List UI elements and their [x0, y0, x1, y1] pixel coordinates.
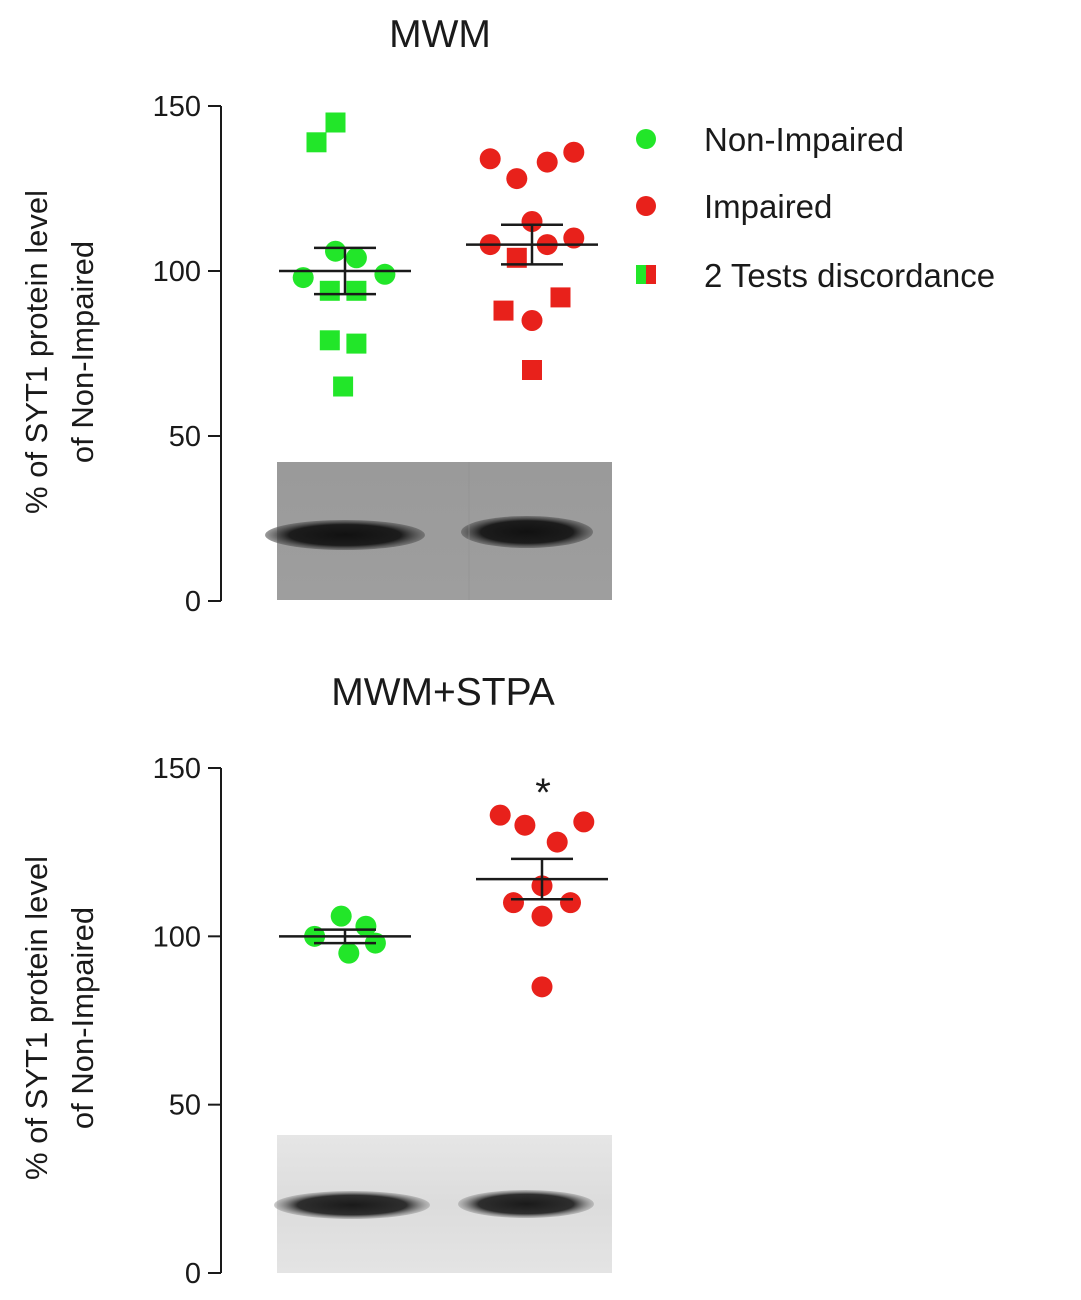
data-point-circle — [325, 240, 346, 262]
data-point-circle — [292, 267, 314, 289]
data-point-square — [325, 112, 346, 133]
data-point-circle — [521, 211, 543, 232]
data-point-circle — [531, 905, 553, 927]
panel-mwm: MWM % of SYT1 protein level of Non-Impai… — [19, 13, 612, 618]
data-point-circle — [546, 831, 568, 853]
y-axis-label: % of SYT1 protein level of Non-Impaired — [19, 856, 100, 1180]
data-point-circle — [503, 892, 524, 914]
legend-marker — [636, 196, 656, 216]
data-point-circle — [338, 942, 360, 964]
data-point-circle — [374, 263, 396, 285]
data-point-square — [346, 280, 367, 301]
y-tick-label: 150 — [153, 91, 201, 123]
data-point-square — [319, 280, 340, 301]
data-point-circle — [355, 915, 377, 937]
data-point-square — [522, 360, 542, 380]
legend-item-impaired: Impaired — [636, 188, 832, 225]
data-points — [304, 804, 595, 998]
data-point-square — [493, 300, 514, 321]
y-tick-label: 100 — [153, 921, 201, 953]
western-blot-image — [265, 462, 612, 600]
data-point-circle — [560, 892, 581, 914]
data-point-square — [319, 330, 340, 351]
data-point-circle — [563, 141, 585, 163]
panel-mwm-stpa: MWM+STPA % of SYT1 protein level of Non-… — [19, 671, 612, 1290]
data-point-circle — [489, 804, 511, 826]
significance-marker: * — [535, 771, 551, 815]
y-tick-label: 150 — [153, 753, 201, 785]
legend-marker — [636, 129, 656, 149]
legend-label: Non-Impaired — [704, 121, 904, 158]
data-point-circle — [563, 227, 585, 249]
data-point-circle — [573, 811, 595, 833]
mean-sem-bars — [279, 857, 608, 945]
y-axis: 0 50 100 150 — [153, 91, 222, 618]
legend-marker-green-half — [636, 265, 646, 284]
y-tick-label: 0 — [185, 586, 201, 618]
legend-marker-red-half — [646, 265, 656, 284]
data-point-circle — [345, 247, 367, 269]
data-point-circle — [330, 905, 352, 927]
legend-label: Impaired — [704, 188, 832, 225]
data-point-circle — [514, 814, 536, 836]
y-axis-label-line1: % of SYT1 protein level — [19, 190, 54, 514]
y-tick-label: 50 — [169, 421, 201, 453]
legend-label: 2 Tests discordance — [704, 257, 995, 294]
data-point-square — [506, 247, 527, 268]
y-axis-label-line2: of Non-Impaired — [65, 907, 100, 1129]
data-point-circle — [506, 168, 528, 190]
mean-sem-bars — [279, 223, 598, 296]
data-point-square — [550, 287, 571, 308]
data-point-square — [306, 132, 327, 153]
y-tick-label: 50 — [169, 1090, 201, 1122]
data-points — [292, 112, 585, 397]
legend-item-non-impaired: Non-Impaired — [636, 121, 904, 158]
y-axis-label-line2: of Non-Impaired — [65, 241, 100, 463]
y-axis-label-line1: % of SYT1 protein level — [19, 856, 54, 1180]
data-point-circle — [531, 976, 553, 998]
data-point-square — [346, 333, 367, 354]
legend-item-2-tests-discordance: 2 Tests discordance — [636, 257, 995, 294]
panel-title: MWM+STPA — [331, 671, 555, 714]
western-blot-image — [274, 1135, 612, 1273]
y-axis: 0 50 100 150 — [153, 753, 222, 1290]
legend: Non-Impaired Impaired 2 Tests discordanc… — [636, 121, 995, 294]
data-point-circle — [479, 148, 501, 170]
data-point-circle — [521, 310, 543, 331]
y-tick-label: 100 — [153, 256, 201, 288]
data-point-circle — [536, 151, 558, 173]
panel-title: MWM — [389, 13, 491, 56]
y-axis-label: % of SYT1 protein level of Non-Impaired — [19, 190, 100, 514]
data-point-square — [333, 376, 354, 397]
y-tick-label: 0 — [185, 1258, 201, 1290]
